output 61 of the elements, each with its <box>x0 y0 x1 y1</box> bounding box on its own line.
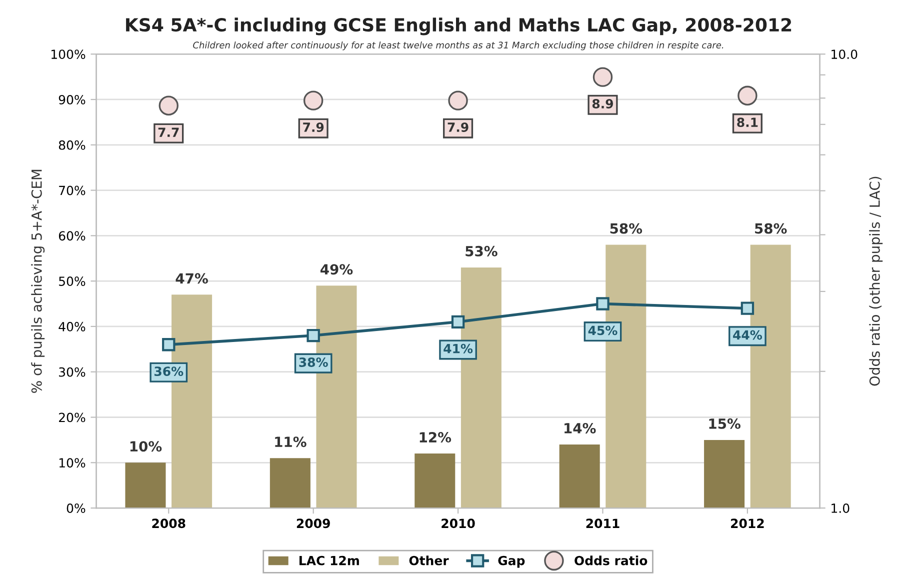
point <box>306 328 320 342</box>
legend-label: Odds ratio <box>574 556 648 566</box>
data-label: 12% <box>420 432 452 443</box>
data-label: 49% <box>320 264 353 275</box>
chart-subtitle: Children looked after continuously for at least twelve months as at 31 March excluding those children in respite care. <box>193 41 724 50</box>
data-label: 10% <box>130 441 162 452</box>
data-label: 47% <box>176 273 208 284</box>
x-tick-label: 2010 <box>442 518 475 528</box>
point <box>451 315 465 329</box>
chart-title: KS4 5A*-C including GCSE English and Maths LAC Gap, 2008-2012 <box>126 18 792 36</box>
x-tick-label: 2008 <box>152 518 186 528</box>
data-label: 38% <box>299 357 328 367</box>
bar <box>125 462 166 508</box>
bar <box>414 454 456 508</box>
data-label: 8.9 <box>592 99 614 108</box>
y-tick-label: 90% <box>58 94 86 104</box>
bar <box>270 458 310 508</box>
point <box>448 90 468 110</box>
point <box>596 297 610 310</box>
data-label: 41% <box>444 344 473 354</box>
y2-axis-title: Odds ratio (other pupils / LAC) <box>869 176 883 386</box>
data-label: 36% <box>154 366 184 376</box>
y-tick-label: 20% <box>59 412 86 422</box>
bar <box>704 440 745 508</box>
data-label: 8.1 <box>737 118 758 128</box>
data-label: 7.7 <box>158 128 179 137</box>
data-label: 45% <box>588 326 618 336</box>
x-tick-label: 2011 <box>586 518 620 528</box>
data-label: 58% <box>610 223 642 234</box>
data-label: 58% <box>755 223 787 234</box>
point <box>738 86 758 106</box>
legend-label: Other <box>409 556 449 566</box>
legend-label: LAC 12m <box>300 556 359 566</box>
bar <box>559 444 600 508</box>
y-tick-label: 50% <box>59 276 86 286</box>
y-tick-label: 80% <box>58 140 86 150</box>
data-label: 7.9 <box>303 122 324 132</box>
data-label: 11% <box>275 436 306 448</box>
y-tick-label: 0% <box>66 504 86 513</box>
y-tick-label: 70% <box>59 186 86 196</box>
point <box>740 302 754 315</box>
data-label: 15% <box>709 418 740 429</box>
legend-label: Gap <box>498 556 525 568</box>
y2-tick-label: 1.0 <box>832 504 850 513</box>
y-tick-label: 30% <box>59 367 86 377</box>
point <box>592 67 613 87</box>
data-label: 44% <box>733 330 762 340</box>
data-label: 14% <box>564 422 596 434</box>
point <box>158 96 178 116</box>
x-tick-label: 2012 <box>731 518 764 528</box>
y-axis-title: % of pupils achieving 5+A*-CEM <box>31 170 45 393</box>
y-tick-label: 60% <box>58 231 86 241</box>
y2-tick-label: 10.0 <box>832 50 858 60</box>
point <box>303 90 324 110</box>
point <box>162 338 176 352</box>
data-label: 53% <box>466 246 498 256</box>
y-tick-label: 10% <box>59 458 86 468</box>
x-tick-label: 2009 <box>296 518 330 528</box>
y-tick-label: 100% <box>52 50 86 60</box>
y-tick-label: 40% <box>58 322 86 332</box>
data-label: 7.9 <box>448 122 468 132</box>
